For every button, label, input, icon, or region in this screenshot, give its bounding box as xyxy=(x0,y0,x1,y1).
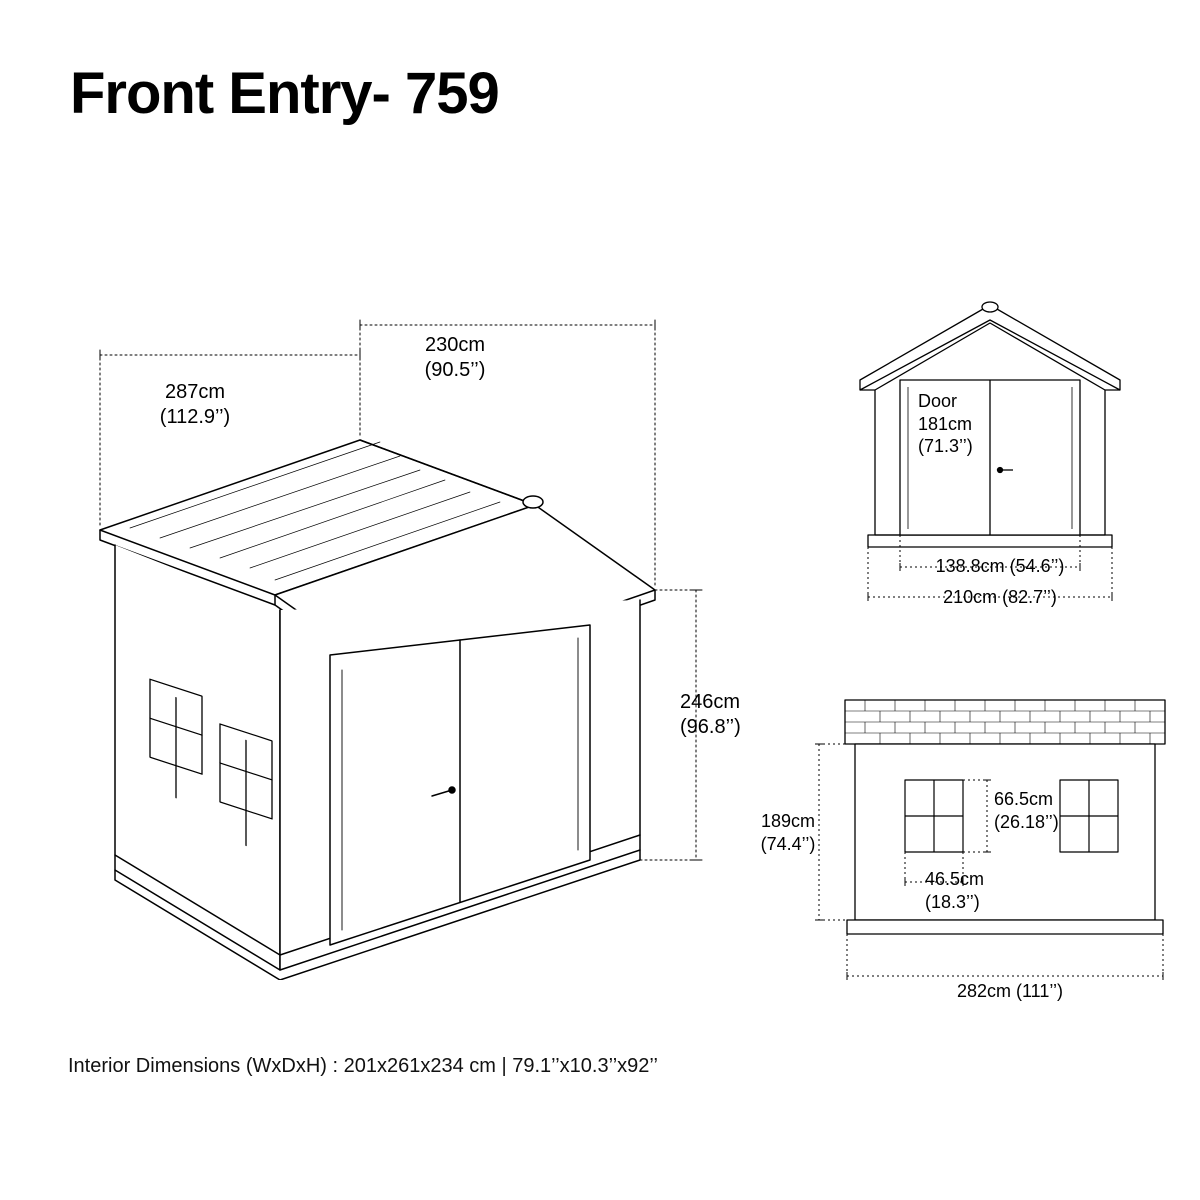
dim-front-door-width: 138.8cm (54.6’’) xyxy=(890,555,1110,578)
page-title: Front Entry- 759 xyxy=(70,60,499,127)
dim-iso-height: 246cm(96.8’’) xyxy=(680,690,800,740)
footer-note: Interior Dimensions (WxDxH) : 201x261x23… xyxy=(68,1055,658,1078)
dim-front-width: 210cm (82.7’’) xyxy=(880,586,1120,609)
dim-side-depth: 282cm (111’’) xyxy=(910,980,1110,1003)
dim-side-window-width: 46.5cm(18.3’’) xyxy=(925,868,1015,913)
dim-front-door: Door 181cm (71.3’’) xyxy=(918,390,1008,458)
dim-side-wall-height: 189cm(74.4’’) xyxy=(748,810,828,855)
dim-side-window-height: 66.5cm(26.18’’) xyxy=(994,788,1084,833)
dim-iso-width: 230cm(90.5’’) xyxy=(395,333,515,383)
dim-iso-depth: 287cm(112.9’’) xyxy=(135,380,255,430)
